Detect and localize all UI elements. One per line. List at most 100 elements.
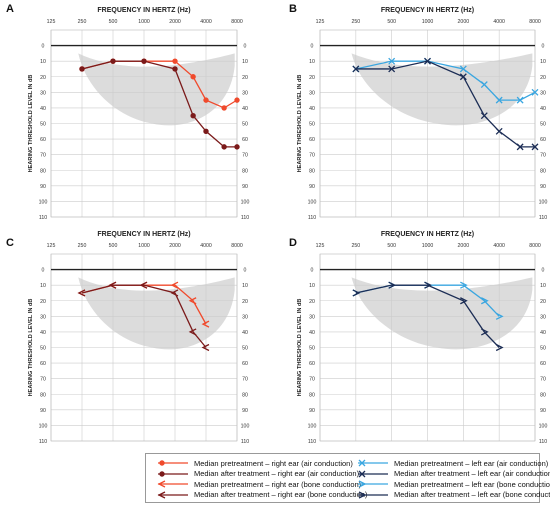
speech-banana-area [351, 53, 533, 126]
y-tick-label-left: 90 [40, 184, 46, 190]
data-point [481, 328, 489, 336]
series-line [355, 284, 500, 348]
legend-label: Median pretreatment – left ear (air cond… [394, 458, 549, 468]
series-after-treatment [79, 58, 240, 150]
data-point [480, 112, 488, 120]
y-tick-label-left: 70 [309, 377, 315, 383]
data-point [234, 97, 240, 103]
legend-marker [157, 490, 166, 499]
data-point [139, 281, 148, 289]
y-tick-label-right: 60 [242, 361, 248, 367]
y-tick-label-right: 90 [540, 408, 546, 414]
panel-a: A FREQUENCY IN HERTZ (Hz)125 250 500 1000 200… [6, 3, 249, 221]
x-tick-label: 1000 [138, 19, 150, 25]
legend-swatch [157, 490, 188, 499]
y-tick-label-left: 10 [40, 283, 46, 289]
data-point [170, 289, 179, 297]
legend-entry: Median after treatment – left ear (bone … [356, 490, 550, 500]
legend-label: Median pretreatment – right ear (bone co… [194, 479, 362, 489]
y-tick-label-right: 70 [242, 153, 248, 159]
legend-label: Median after treatment – left ear (air c… [394, 469, 550, 478]
series-line [81, 60, 237, 148]
y-tick-label-left: 90 [309, 408, 315, 414]
legend-marker [159, 460, 165, 466]
x-tick-label: 500 [387, 19, 396, 25]
speech-banana-area [78, 277, 235, 350]
legend-swatch [157, 480, 188, 488]
y-tick-label-left: 50 [309, 346, 315, 352]
panel-b: B FREQUENCY IN HERTZ (Hz)125 250 500 1000 200… [289, 3, 547, 221]
legend-entry: Median pretreatment – left ear (air cond… [356, 458, 548, 468]
plot-frame [50, 253, 238, 442]
legend-swatch [358, 480, 388, 488]
legend-marker [358, 459, 366, 467]
y-tick-label-right: 10 [242, 59, 248, 65]
data-point [221, 144, 227, 150]
y-tick-label-left: 90 [309, 184, 315, 190]
x-tick-label: 1000 [138, 243, 150, 249]
legend-marker [358, 490, 367, 499]
x-tick-label: 250 [352, 243, 361, 249]
legend-entry: Median pretreatment – right ear (bone co… [156, 479, 361, 489]
legend-label: Median pretreatment – right ear (air con… [194, 458, 353, 468]
y-tick-label-left: 30 [40, 90, 46, 96]
y-tick-label-left: 0 [311, 44, 314, 50]
y-tick-label-left: 50 [40, 346, 46, 352]
y-tick-label-right: 20 [540, 75, 546, 81]
y-tick-label-right: 70 [540, 377, 546, 383]
y-tick-label-right: 70 [540, 153, 546, 159]
x-tick-label: 500 [109, 19, 118, 25]
legend-swatch [158, 460, 188, 466]
series-after-treatment [352, 57, 539, 151]
legend-entry: Median pretreatment – left ear (bone con… [356, 479, 550, 489]
data-point [188, 328, 197, 336]
y-tick-label-left: 80 [309, 168, 315, 174]
y-tick-label-right: 0 [244, 44, 247, 50]
data-point [459, 73, 467, 81]
y-tick-label-left: 100 [308, 423, 317, 429]
legend-marker [157, 480, 166, 488]
chart-title: FREQUENCY IN HERTZ (Hz) [381, 231, 474, 238]
data-point [481, 297, 489, 305]
y-tick-label-right: 10 [242, 283, 248, 289]
y-tick-label-right: 100 [241, 423, 250, 429]
panel-label: B [289, 3, 297, 15]
y-tick-label-right: 20 [242, 75, 248, 81]
data-point [495, 343, 504, 352]
y-tick-label-right: 100 [241, 199, 250, 205]
y-tick-label-left: 60 [309, 137, 315, 143]
data-point [188, 297, 197, 305]
y-tick-label-right: 60 [540, 361, 546, 367]
y-tick-label-left: 0 [42, 44, 45, 50]
x-tick-label: 8000 [231, 243, 243, 249]
data-point [460, 281, 468, 289]
y-tick-label-left: 80 [40, 168, 46, 174]
x-tick-label: 500 [109, 243, 118, 249]
y-tick-label-left: 30 [309, 314, 315, 320]
y-tick-label-left: 100 [39, 199, 48, 205]
chart-title: FREQUENCY IN HERTZ (Hz) [381, 7, 474, 14]
legend-label: Median after treatment – right ear (bone… [194, 490, 368, 499]
y-tick-label-right: 10 [540, 283, 546, 289]
y-tick-label-left: 60 [309, 361, 315, 367]
x-tick-label: 1000 [422, 19, 434, 25]
data-point [495, 312, 504, 320]
y-tick-label-right: 80 [242, 392, 248, 398]
y-tick-label-left: 110 [39, 439, 47, 445]
y-tick-label-left: 100 [308, 199, 317, 205]
y-tick-label-right: 110 [539, 215, 547, 221]
y-tick-label-left: 110 [308, 439, 316, 445]
legend-entry: Median after treatment – right ear (air … [156, 469, 359, 479]
y-tick-label-right: 20 [242, 299, 248, 305]
legend-marker [159, 470, 165, 477]
x-tick-label: 125 [316, 243, 325, 249]
y-tick-label-right: 60 [540, 137, 546, 143]
data-point [459, 65, 467, 73]
y-tick-label-right: 40 [540, 106, 546, 112]
data-point [172, 58, 178, 64]
y-tick-label-left: 20 [309, 75, 315, 81]
legend-swatch [358, 470, 388, 477]
y-axis-label: HEARING THRESHOLD LEVEL IN dB [28, 299, 34, 397]
